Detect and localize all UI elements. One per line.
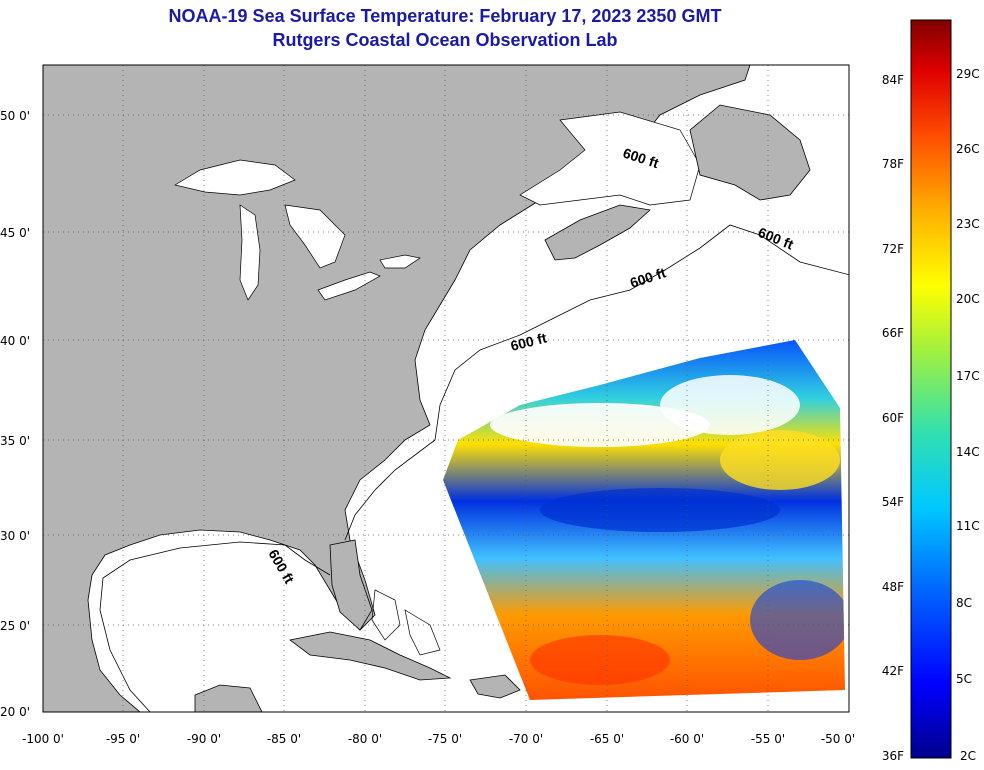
lon-tick-label: -55 0' bbox=[751, 732, 785, 746]
lon-tick-label: -50 0' bbox=[821, 732, 855, 746]
lat-tick-label: 45 0' bbox=[0, 226, 30, 240]
colorbar-f-label: 54F bbox=[882, 495, 904, 509]
colorbar-f-label: 66F bbox=[882, 326, 904, 340]
colorbar-f-label: 72F bbox=[882, 242, 904, 256]
lake-ontario bbox=[379, 254, 421, 269]
colorbar-c-label: 14C bbox=[956, 445, 980, 459]
depth-contour-600ft bbox=[344, 224, 849, 541]
colorbar-f-label: 78F bbox=[882, 157, 904, 171]
map-title: NOAA-19 Sea Surface Temperature: Februar… bbox=[168, 6, 722, 26]
colorbar-c-label: 11C bbox=[956, 519, 980, 533]
lake-michigan bbox=[239, 204, 261, 301]
map-subtitle: Rutgers Coastal Ocean Observation Lab bbox=[272, 30, 618, 50]
lon-tick-label: -95 0' bbox=[106, 732, 140, 746]
lake-superior bbox=[174, 159, 296, 196]
lat-tick-label: 30 0' bbox=[0, 529, 30, 543]
colorbar-c-label: 29C bbox=[956, 67, 980, 81]
bahamas-banks bbox=[371, 589, 441, 656]
colorbar-f-labels: 84F 78F 72F 66F 60F 54F 48F 42F 36F bbox=[882, 73, 904, 763]
lon-tick-label: -100 0' bbox=[22, 732, 64, 746]
lat-tick-label: 25 0' bbox=[0, 619, 30, 633]
lon-tick-label: -70 0' bbox=[509, 732, 543, 746]
colorbar-c-label: 23C bbox=[956, 217, 980, 231]
lon-tick-label: -80 0' bbox=[348, 732, 382, 746]
land-hispaniola bbox=[469, 674, 521, 699]
colorbar-c-labels: 29C 26C 23C 20C 17C 14C 11C 8C 5C 2C bbox=[956, 67, 980, 763]
colorbar-c-label: 17C bbox=[956, 369, 980, 383]
lon-tick-label: -85 0' bbox=[267, 732, 301, 746]
lon-ticks: -100 0' -95 0' -90 0' -85 0' -80 0' -75 … bbox=[22, 732, 855, 746]
land-cuba bbox=[289, 631, 452, 681]
colorbar-c-label: 2C bbox=[960, 749, 976, 763]
colorbar-f-label: 84F bbox=[882, 73, 904, 87]
colorbar-c-label: 20C bbox=[956, 292, 980, 306]
lat-tick-label: 40 0' bbox=[0, 334, 30, 348]
colorbar-c-label: 5C bbox=[956, 672, 972, 686]
gulf-st-lawrence bbox=[519, 111, 701, 206]
land-newfoundland bbox=[689, 104, 811, 201]
colorbar-f-label: 48F bbox=[882, 580, 904, 594]
lake-erie bbox=[317, 271, 381, 301]
colorbar-f-label: 42F bbox=[882, 664, 904, 678]
lat-ticks: 50 0' 45 0' 40 0' 35 0' 30 0' 25 0' 20 0… bbox=[0, 109, 30, 719]
colorbar-c-label: 8C bbox=[956, 596, 972, 610]
lat-tick-label: 50 0' bbox=[0, 109, 30, 123]
lake-huron bbox=[284, 204, 346, 269]
colorbar-f-label: 60F bbox=[882, 411, 904, 425]
sst-colorbar bbox=[910, 19, 952, 759]
lat-tick-label: 35 0' bbox=[0, 434, 30, 448]
lat-tick-label: 20 0' bbox=[0, 705, 30, 719]
lon-tick-label: -65 0' bbox=[590, 732, 624, 746]
lon-tick-label: -75 0' bbox=[428, 732, 462, 746]
land-yucatan bbox=[194, 684, 263, 712]
lon-tick-label: -90 0' bbox=[187, 732, 221, 746]
colorbar-f-label: 36F bbox=[882, 749, 904, 763]
land-florida bbox=[329, 539, 373, 631]
colorbar-c-label: 26C bbox=[956, 142, 980, 156]
land-nova-scotia bbox=[544, 204, 651, 261]
lon-tick-label: -60 0' bbox=[670, 732, 704, 746]
depth-contour-gulf bbox=[99, 541, 331, 712]
